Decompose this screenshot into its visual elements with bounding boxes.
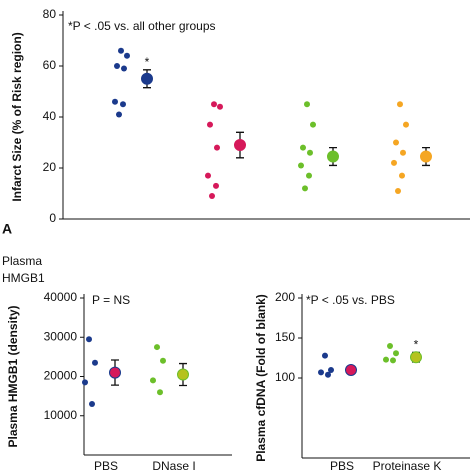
mean-marker [420,150,432,163]
data-point [306,172,312,179]
mean-marker [141,72,153,85]
data-point [393,350,399,357]
y-tick-label: 0 [49,211,56,225]
annotation: *P < .05 vs. PBS [306,293,395,307]
mean-marker [177,368,189,381]
section-title: Plasma [2,254,42,268]
annotation: *P < .05 vs. all other groups [68,19,216,33]
data-point [387,343,393,349]
data-point [82,379,88,386]
mean-marker [345,364,357,376]
x-tick-label: Proteinase K [373,459,442,473]
data-point [390,357,396,364]
data-point [211,101,217,108]
x-tick-label: DNase I [152,459,195,473]
y-tick-label: 20 [43,160,57,174]
data-point [89,400,95,407]
data-point [209,193,215,200]
data-point [383,356,389,363]
data-point [118,47,124,54]
y-tick-label: 30000 [44,329,78,343]
y-tick-label: 150 [275,330,295,344]
data-point [121,65,127,72]
data-point [298,162,304,169]
significance-mark: * [414,338,419,352]
annotation: P = NS [92,293,130,307]
data-point [310,121,316,128]
data-point [214,144,220,151]
y-tick-label: 10000 [44,408,78,422]
data-point [213,182,219,189]
data-point [120,101,126,108]
data-point [150,377,156,384]
y-axis-label: Plasma HMGB1 (density) [6,305,20,447]
data-point [395,187,401,194]
panel-label: A [2,221,12,237]
data-point [92,359,98,366]
data-point [205,172,211,179]
data-point [207,121,213,128]
x-tick-label: PBS [94,459,118,473]
data-point [391,159,397,166]
y-tick-label: 20000 [44,369,78,383]
data-point [302,185,308,192]
data-point [157,389,163,396]
data-point [328,367,334,373]
y-axis-label: Plasma cfDNA (Fold of blank) [254,294,268,462]
data-point [393,139,399,146]
significance-mark: * [145,55,150,69]
y-tick-label: 60 [43,58,57,72]
mean-marker [327,150,339,163]
data-point [322,352,328,359]
y-tick-label: 40000 [44,290,78,304]
mean-marker [109,366,121,379]
section-title: HMGB1 [2,271,45,285]
data-point [397,101,403,108]
data-point [399,172,405,179]
data-point [124,52,130,59]
data-point [304,101,310,108]
data-point [112,98,118,105]
data-point [154,344,160,351]
data-point [403,121,409,128]
data-point [114,63,120,69]
data-point [116,111,122,118]
data-point [400,149,406,156]
y-tick-label: 40 [43,109,57,123]
data-point [307,149,313,156]
data-point [325,371,331,378]
mean-marker [410,351,422,364]
y-tick-label: 200 [275,290,295,304]
y-tick-label: 80 [43,7,57,21]
y-axis-label: Infarct Size (% of Risk region) [10,32,24,201]
data-point [217,103,223,110]
data-point [300,144,306,151]
data-point [318,369,324,376]
y-tick-label: 100 [275,370,295,384]
data-point [86,336,92,343]
data-point [160,357,166,364]
mean-marker [234,139,246,152]
x-tick-label: PBS [330,459,354,473]
